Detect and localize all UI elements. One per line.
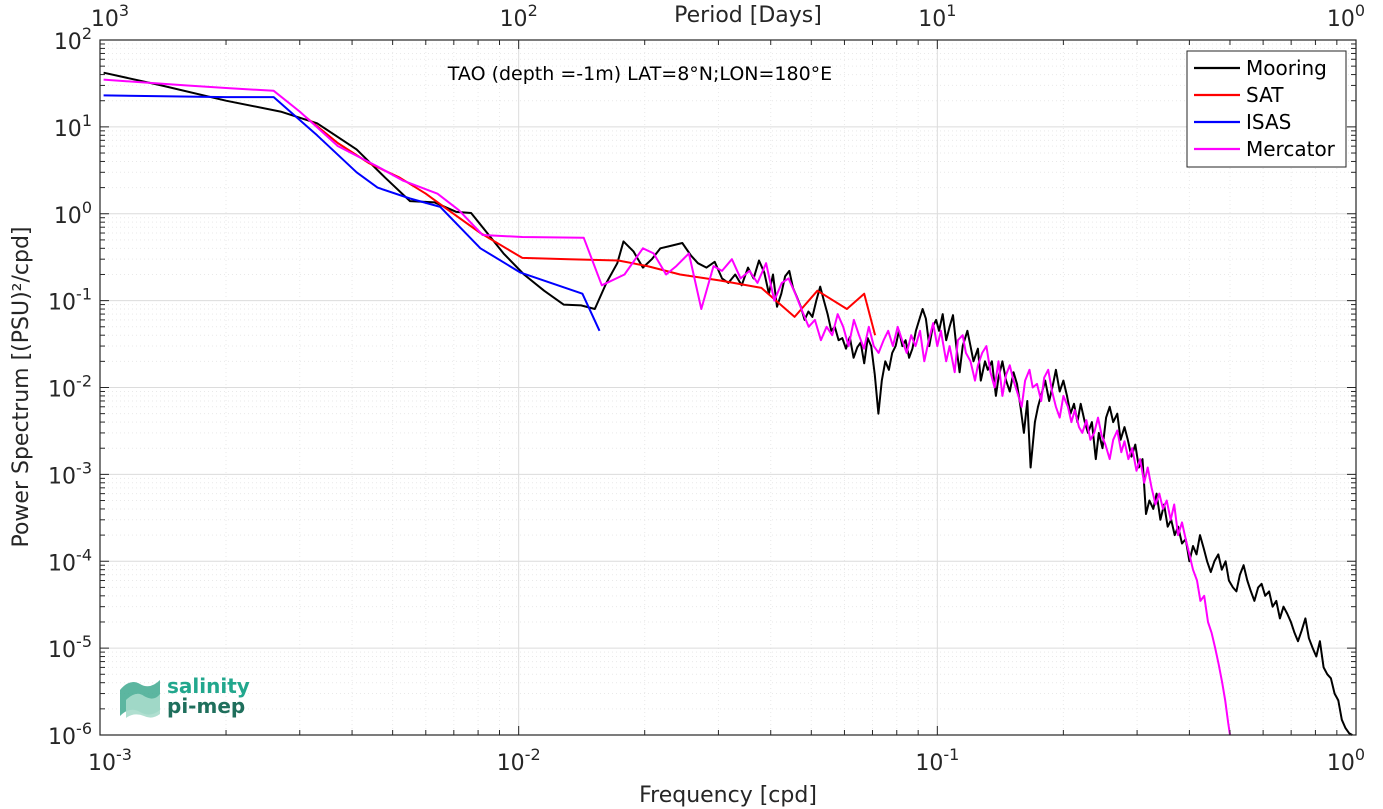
axis-ticks — [99, 40, 1356, 736]
y-tick-label: 102 — [54, 24, 92, 55]
top-x-axis-label: Period [Days] — [674, 3, 822, 28]
series-line-isas — [103, 94, 601, 332]
top-x-tick-label: 100 — [1327, 1, 1365, 32]
y-tick-label: 100 — [54, 198, 92, 229]
logo-wave-icon-2 — [126, 693, 160, 718]
chart-title: TAO (depth =-1m) LAT=8°N;LON=180°E — [447, 63, 832, 85]
y-tick-label: 10-1 — [48, 285, 92, 316]
logo-line-2: pi-mep — [167, 694, 245, 718]
y-tick-label: 101 — [54, 111, 92, 142]
y-tick-label: 10-6 — [48, 719, 92, 750]
legend-label-mooring: Mooring — [1246, 56, 1327, 80]
top-x-tick-label: 103 — [91, 1, 129, 32]
x-axis-label: Frequency [cpd] — [639, 783, 817, 808]
top-x-tick-label: 102 — [500, 1, 538, 32]
x-tick-label: 100 — [1327, 745, 1365, 776]
salinity-pi-mep-logo: salinity pi-mep — [120, 674, 250, 718]
legend-label-isas: ISAS — [1246, 110, 1291, 134]
x-tick-label: 10-2 — [497, 745, 541, 776]
y-axis-label: Power Spectrum [(PSU)²/cpd] — [9, 226, 34, 547]
y-tick-label: 10-2 — [48, 372, 92, 403]
y-tick-label: 10-3 — [48, 458, 92, 489]
legend: Mooring SAT ISAS Mercator — [1186, 50, 1347, 168]
top-x-tick-label: 101 — [918, 1, 956, 32]
logo-line-1: salinity — [167, 674, 250, 698]
series-line-mercator — [103, 78, 1231, 736]
legend-label-mercator: Mercator — [1246, 137, 1336, 161]
legend-box — [1186, 50, 1347, 168]
legend-label-sat: SAT — [1246, 83, 1284, 107]
y-tick-label: 10-5 — [48, 632, 92, 663]
y-tick-label: 10-4 — [48, 545, 92, 576]
grid-lines — [99, 40, 1356, 736]
x-tick-label: 10-3 — [88, 745, 132, 776]
series-lines — [103, 71, 1353, 736]
x-tick-label: 10-1 — [915, 745, 959, 776]
